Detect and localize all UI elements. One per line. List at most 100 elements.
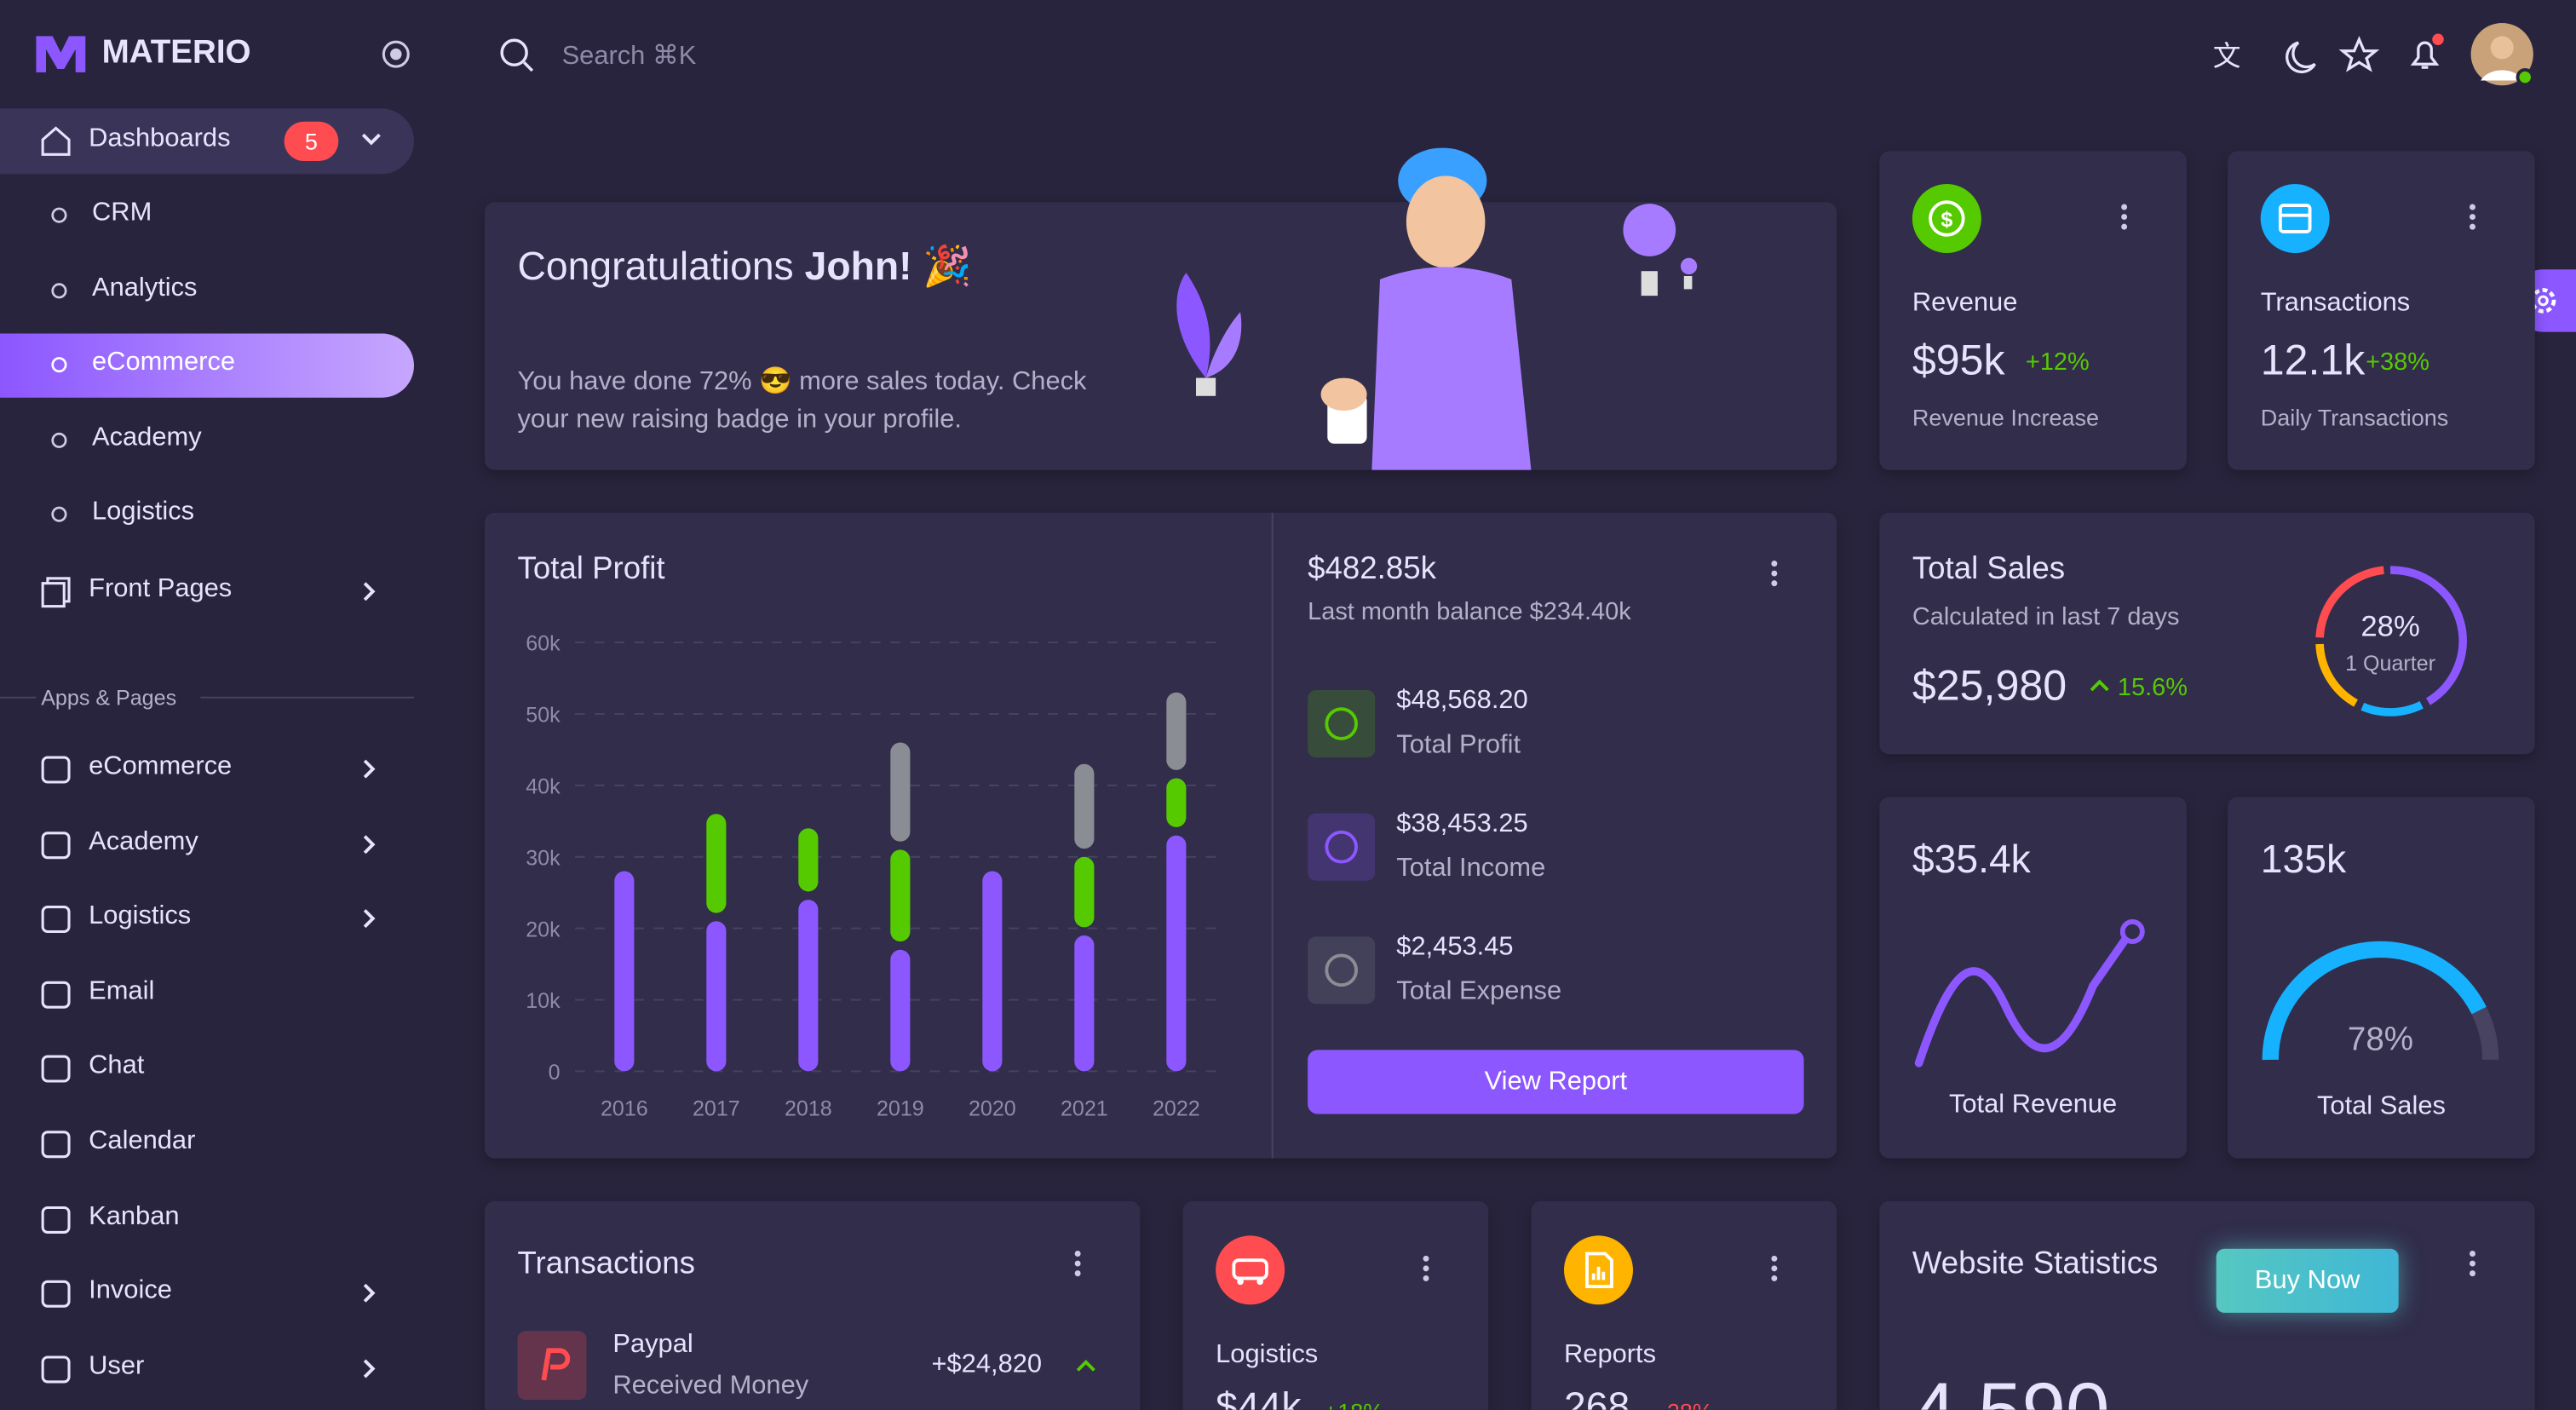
bar-segment (982, 871, 1003, 1072)
card-title: Website Statistics (1912, 1246, 2159, 1282)
revenue-line-card (1879, 797, 2187, 1159)
summary-icon (1308, 689, 1376, 758)
more-menu[interactable] (2468, 1251, 2478, 1281)
summary-label: Total Profit (1396, 731, 1521, 759)
active-item[interactable] (0, 333, 414, 398)
more-menu[interactable] (2468, 204, 2478, 233)
divider (1271, 512, 1274, 1159)
card-title: Logistics (1216, 1340, 1319, 1369)
x-tick-label: 2021 (1061, 1096, 1108, 1120)
card-value: 12.1k (2260, 335, 2366, 385)
bar-segment (798, 900, 819, 1072)
card-title: Reports (1563, 1340, 1657, 1369)
nav-label[interactable]: Invoice (89, 1276, 172, 1305)
bar-segment (1074, 935, 1095, 1072)
sales-change: 15.6% (2117, 673, 2188, 702)
nav-icon (41, 756, 71, 784)
logistics-card (1182, 1200, 1489, 1410)
card-caption: Daily Transactions (2260, 404, 2449, 431)
section-title: Apps & Pages (41, 685, 177, 711)
nav-icon (41, 1131, 71, 1159)
nav-icon (41, 1206, 71, 1234)
home-icon (41, 126, 71, 156)
tx-name: Paypal (612, 1331, 693, 1359)
chevron (363, 1284, 376, 1304)
title: Congratulations (517, 245, 794, 290)
collapse-toggle[interactable] (381, 39, 411, 69)
bullet (51, 207, 67, 223)
nav-label[interactable]: Analytics (91, 273, 198, 302)
bar-segment (706, 814, 727, 913)
search-input[interactable]: Search ⌘K (561, 43, 697, 71)
transactions-list-card (484, 1200, 1141, 1410)
brand: MATERIO (101, 34, 251, 71)
badge: 5 (284, 121, 339, 161)
nav-label[interactable]: Chat (89, 1052, 145, 1080)
toolbar-icons[interactable]: 文 (2213, 22, 2542, 103)
reports-card (1531, 1200, 1837, 1410)
nav-label[interactable]: Kanban (89, 1201, 180, 1230)
more-menu[interactable] (2119, 204, 2130, 233)
card-change: +38% (2366, 348, 2429, 377)
nav-label[interactable]: Calendar (89, 1126, 196, 1155)
card-caption: Revenue Increase (1912, 404, 2100, 431)
chevron (363, 582, 376, 601)
bullet (51, 282, 67, 298)
nav-icon (41, 831, 71, 859)
summary-amount: $48,568.20 (1396, 687, 1528, 715)
x-tick-label: 2016 (601, 1096, 648, 1120)
more-menu[interactable] (1421, 1255, 1431, 1285)
divider (200, 696, 414, 699)
more-menu[interactable] (1769, 1255, 1780, 1285)
card-value: $35.4k (1912, 837, 2031, 883)
summary-icon (1308, 813, 1376, 881)
card-title: Total Sales (1912, 551, 2066, 587)
bar-segment (1166, 835, 1187, 1072)
buy-now-button[interactable]: Buy Now (2216, 1248, 2399, 1313)
nav-label[interactable]: Academy (91, 423, 202, 452)
nav-label[interactable]: Academy (89, 827, 198, 856)
nav-label[interactable]: CRM (91, 199, 152, 227)
bar-segment (706, 921, 727, 1072)
y-tick-label: 20k (526, 918, 561, 941)
card-change: -28% (1659, 1398, 1713, 1410)
summary-amount: $38,453.25 (1396, 809, 1528, 838)
bar-segment (614, 871, 635, 1072)
gear-icon (2530, 288, 2556, 314)
chevron (361, 133, 381, 146)
reports-icon (1563, 1235, 1633, 1305)
summary-label: Total Expense (1396, 977, 1562, 1006)
up-arrow (1076, 1360, 1095, 1372)
sales-card (1879, 512, 2535, 755)
nav-label[interactable]: Email (89, 977, 155, 1005)
more-menu[interactable] (1072, 1251, 1083, 1281)
sales-gauge-card (2228, 797, 2535, 1159)
chart: 0 10k 20k 30k 40k 50k 60k 2016 2017 2018 2019 2020 2… (526, 632, 1216, 1120)
y-tick-label: 50k (526, 704, 561, 728)
x-tick-label: 2020 (969, 1096, 1016, 1120)
sparkline (1914, 919, 2145, 1068)
gauge-label: 78% (2347, 1022, 2414, 1058)
transactions-icon (2260, 183, 2330, 253)
y-tick-label: 10k (526, 989, 561, 1013)
website-stats-card (1879, 1200, 2535, 1410)
nav-label[interactable]: User (89, 1351, 145, 1380)
bar-segment (1074, 856, 1095, 928)
nav-label[interactable]: eCommerce (89, 752, 233, 781)
card-value: 135k (2260, 837, 2347, 883)
y-tick-label: 60k (526, 632, 561, 656)
more-menu[interactable] (1769, 561, 1780, 590)
view-report-button[interactable]: View Report (1308, 1050, 1804, 1114)
card-value: $95k (1912, 335, 2005, 385)
nav-label[interactable]: Front Pages (89, 574, 233, 603)
nav-icon (41, 1355, 71, 1384)
card-title: Transactions (517, 1246, 695, 1282)
nav-label: Dashboards (89, 124, 231, 153)
nav-label[interactable]: Logistics (91, 498, 195, 527)
summary-amount: $2,453.45 (1396, 933, 1514, 962)
nav-label[interactable]: eCommerce (91, 348, 236, 377)
search-icon (500, 38, 534, 72)
card-title: Transactions (2260, 289, 2411, 318)
nav-label[interactable]: Logistics (89, 902, 192, 930)
